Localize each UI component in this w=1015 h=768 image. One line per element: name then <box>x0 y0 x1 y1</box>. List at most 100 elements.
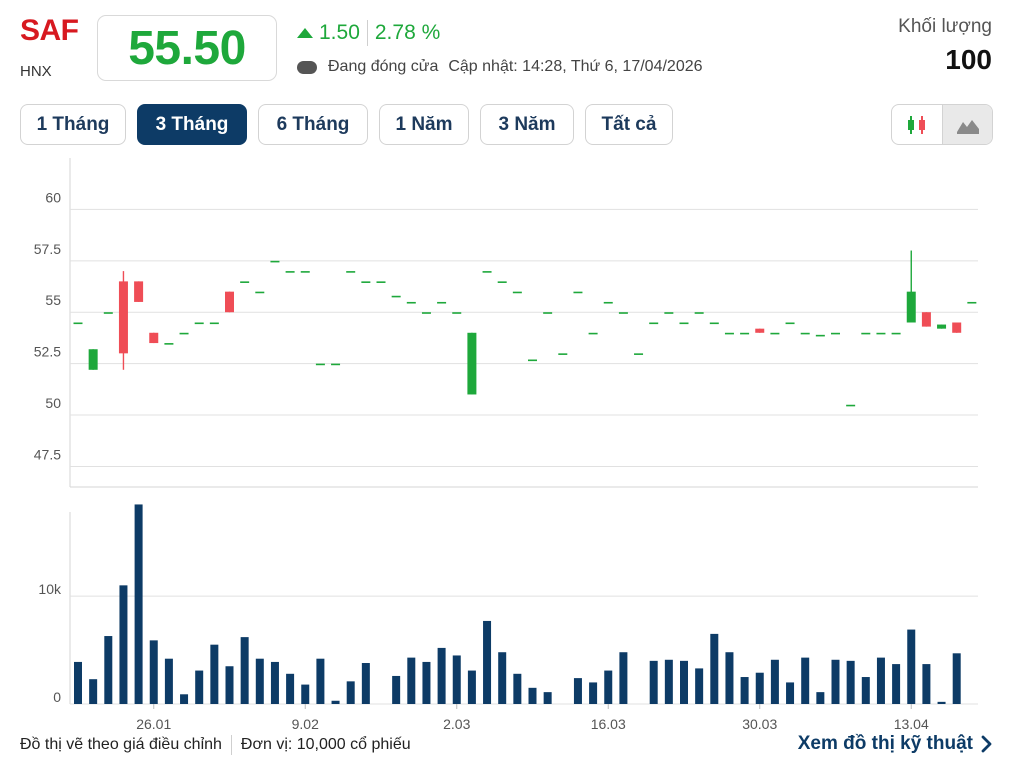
volume-tick-label: 10k <box>38 581 62 597</box>
volume-bar <box>513 673 522 704</box>
volume-bar <box>180 694 189 704</box>
volume-bar <box>619 652 628 704</box>
volume-bar <box>331 700 340 704</box>
volume-bar <box>922 664 931 704</box>
candle-body <box>846 404 856 407</box>
tab-1-year[interactable]: 1 Năm <box>379 104 469 145</box>
candle-body <box>209 322 219 325</box>
tab-1-month[interactable]: 1 Tháng <box>20 104 126 145</box>
volume-bar <box>270 661 279 704</box>
candle-body <box>679 322 689 325</box>
x-tick-label: 26.01 <box>136 716 171 730</box>
candle-body <box>649 322 659 325</box>
tab-all[interactable]: Tất cả <box>585 104 673 145</box>
volume-bar <box>543 692 552 704</box>
x-tick-label: 13.04 <box>894 716 929 730</box>
candle-body <box>376 281 386 283</box>
candle-body <box>437 301 447 304</box>
price-tick-label: 60 <box>45 189 61 205</box>
x-tick-label: 9.02 <box>292 716 319 730</box>
change-row: 1.50 2.78 % <box>297 20 440 46</box>
volume-bar <box>422 661 431 704</box>
volume-bar <box>437 647 446 704</box>
footer-divider <box>230 735 232 755</box>
volume-bar <box>164 658 173 704</box>
candle-body <box>134 281 144 302</box>
market-status-dot-icon <box>297 60 317 74</box>
volume-bar <box>255 658 264 704</box>
volume-bar <box>649 660 658 704</box>
technical-chart-link[interactable]: Xem đồ thị kỹ thuật <box>798 733 993 755</box>
stock-chart: 47.5 50 52.5 55 57.5 60 0 10k 26.01 9.02 2.03 16.03… <box>34 158 978 730</box>
volume-bar <box>786 682 795 704</box>
candle-body <box>225 291 234 313</box>
candle-body <box>300 271 310 273</box>
tab-3-months[interactable]: 3 Tháng <box>137 104 247 145</box>
x-tick-label: 30.03 <box>742 716 777 730</box>
volume-bar <box>89 679 98 704</box>
x-tick-label: 2.03 <box>443 716 470 730</box>
candle-body <box>88 349 98 370</box>
candle-body <box>467 332 477 395</box>
candle-body <box>588 332 598 335</box>
volume-bar <box>134 504 143 704</box>
volume-bar <box>392 675 401 704</box>
volume-bar <box>119 585 128 704</box>
range-tabs: 1 Tháng 3 Tháng 6 Tháng 1 Năm 3 Năm Tất … <box>0 104 1015 145</box>
volume-bar <box>301 684 310 704</box>
candle-body <box>391 295 401 298</box>
tab-6-months[interactable]: 6 Tháng <box>258 104 368 145</box>
candlestick-button[interactable] <box>892 105 942 144</box>
volume-label: Khối lượng <box>898 16 992 37</box>
volume-bar <box>483 620 492 704</box>
volume-bar <box>664 659 673 704</box>
current-price: 55.50 <box>128 21 246 75</box>
volume-bar <box>846 660 855 704</box>
candle-body <box>755 328 765 333</box>
candle-body <box>421 312 431 314</box>
unit-note: Đơn vị: 10,000 cổ phiếu <box>240 736 411 753</box>
candle-body <box>103 312 113 314</box>
candle-body <box>815 334 825 337</box>
status-row: Đang đóng cửa Cập nhật: 14:28, Thứ 6, 17… <box>297 58 703 76</box>
volume-bar <box>528 687 537 704</box>
candle-body <box>361 281 371 283</box>
candle-body <box>785 322 795 325</box>
candle-body <box>543 312 553 314</box>
volume-bar <box>907 629 916 704</box>
x-tick-label: 16.03 <box>591 716 626 730</box>
candle-body <box>937 324 947 329</box>
candle-body <box>800 332 810 335</box>
candle-body <box>346 271 356 273</box>
candle-body <box>952 322 962 333</box>
candle-body <box>921 312 931 327</box>
volume-bar <box>74 661 82 704</box>
candlestick-icon <box>908 115 925 134</box>
candle-body <box>240 281 250 283</box>
candle-body <box>891 332 901 335</box>
volume-value: 100 <box>945 44 992 75</box>
price-box: 55.50 <box>97 15 277 81</box>
market-status: Đang đóng cửa <box>328 58 439 75</box>
volume-bar <box>286 673 295 704</box>
volume-bar <box>801 657 810 704</box>
change-divider <box>366 20 368 46</box>
volume-bar <box>952 653 961 704</box>
price-tick-label: 47.5 <box>34 446 61 462</box>
candle-body <box>724 332 734 335</box>
volume-bar <box>346 681 355 704</box>
chart-type-toggle <box>891 104 993 145</box>
candle-body <box>512 291 522 294</box>
volume-bar <box>104 636 113 704</box>
area-chart-icon <box>956 119 979 134</box>
candle-body <box>497 281 507 283</box>
area-chart-button[interactable] <box>942 105 992 144</box>
volume-bar <box>225 666 234 704</box>
candle-body <box>255 291 265 294</box>
volume-bar <box>589 682 598 704</box>
candle-body <box>406 301 416 304</box>
volume-bar <box>467 670 476 704</box>
tab-3-years[interactable]: 3 Năm <box>480 104 574 145</box>
candle-body <box>573 291 583 294</box>
candle-body <box>906 291 916 323</box>
